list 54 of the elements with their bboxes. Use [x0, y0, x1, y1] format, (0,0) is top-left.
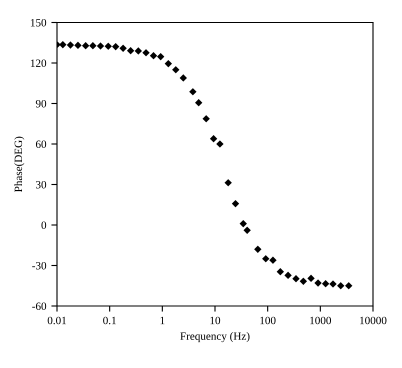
- point: [292, 275, 300, 282]
- point: [142, 49, 150, 56]
- point: [232, 200, 240, 208]
- point: [172, 66, 180, 74]
- y-tick-label: -30: [32, 262, 46, 270]
- point: [216, 140, 224, 148]
- point: [224, 179, 232, 186]
- point: [82, 42, 90, 50]
- point: [96, 42, 104, 50]
- point: [210, 135, 218, 142]
- y-tick-label: 30: [36, 180, 46, 188]
- point: [329, 280, 337, 288]
- point: [202, 115, 210, 122]
- point: [345, 282, 352, 290]
- point: [119, 44, 127, 52]
- point: [307, 274, 315, 282]
- point: [276, 268, 284, 276]
- x-tick-label: 1000: [310, 316, 332, 324]
- x-tick-label: 0.1: [103, 316, 116, 324]
- y-tick-label: 60: [36, 140, 46, 148]
- point: [300, 278, 308, 285]
- point: [74, 42, 82, 49]
- point: [180, 74, 187, 82]
- point: [66, 41, 74, 49]
- point: [59, 40, 66, 48]
- point: [89, 42, 97, 50]
- y-tick-label: 120: [30, 59, 46, 67]
- point: [254, 246, 262, 253]
- point: [104, 42, 112, 50]
- point: [195, 99, 202, 106]
- point: [269, 256, 277, 264]
- point: [240, 220, 247, 228]
- x-tick-label: 100: [260, 316, 276, 324]
- point: [337, 282, 344, 290]
- y-tick-label: 0: [41, 221, 46, 229]
- point: [112, 42, 120, 50]
- point: [164, 60, 172, 68]
- x-tick-label: 10000: [360, 316, 386, 324]
- point: [262, 255, 270, 262]
- point: [150, 52, 158, 60]
- point: [314, 279, 322, 287]
- point: [126, 47, 134, 54]
- point: [284, 272, 292, 280]
- x-tick-label: 0.01: [48, 316, 66, 324]
- y-tick-label: 150: [30, 18, 46, 26]
- x-axis-title: Frequency (Hz): [180, 332, 250, 342]
- y-tick-label: 90: [36, 100, 46, 108]
- point: [322, 280, 330, 288]
- point: [134, 47, 142, 55]
- x-tick-label: 10: [210, 316, 220, 324]
- y-axis-title: Phase(DEG): [14, 136, 24, 192]
- x-tick-label: 1: [160, 316, 164, 324]
- y-tick-label: -60: [32, 302, 46, 310]
- point: [157, 52, 164, 60]
